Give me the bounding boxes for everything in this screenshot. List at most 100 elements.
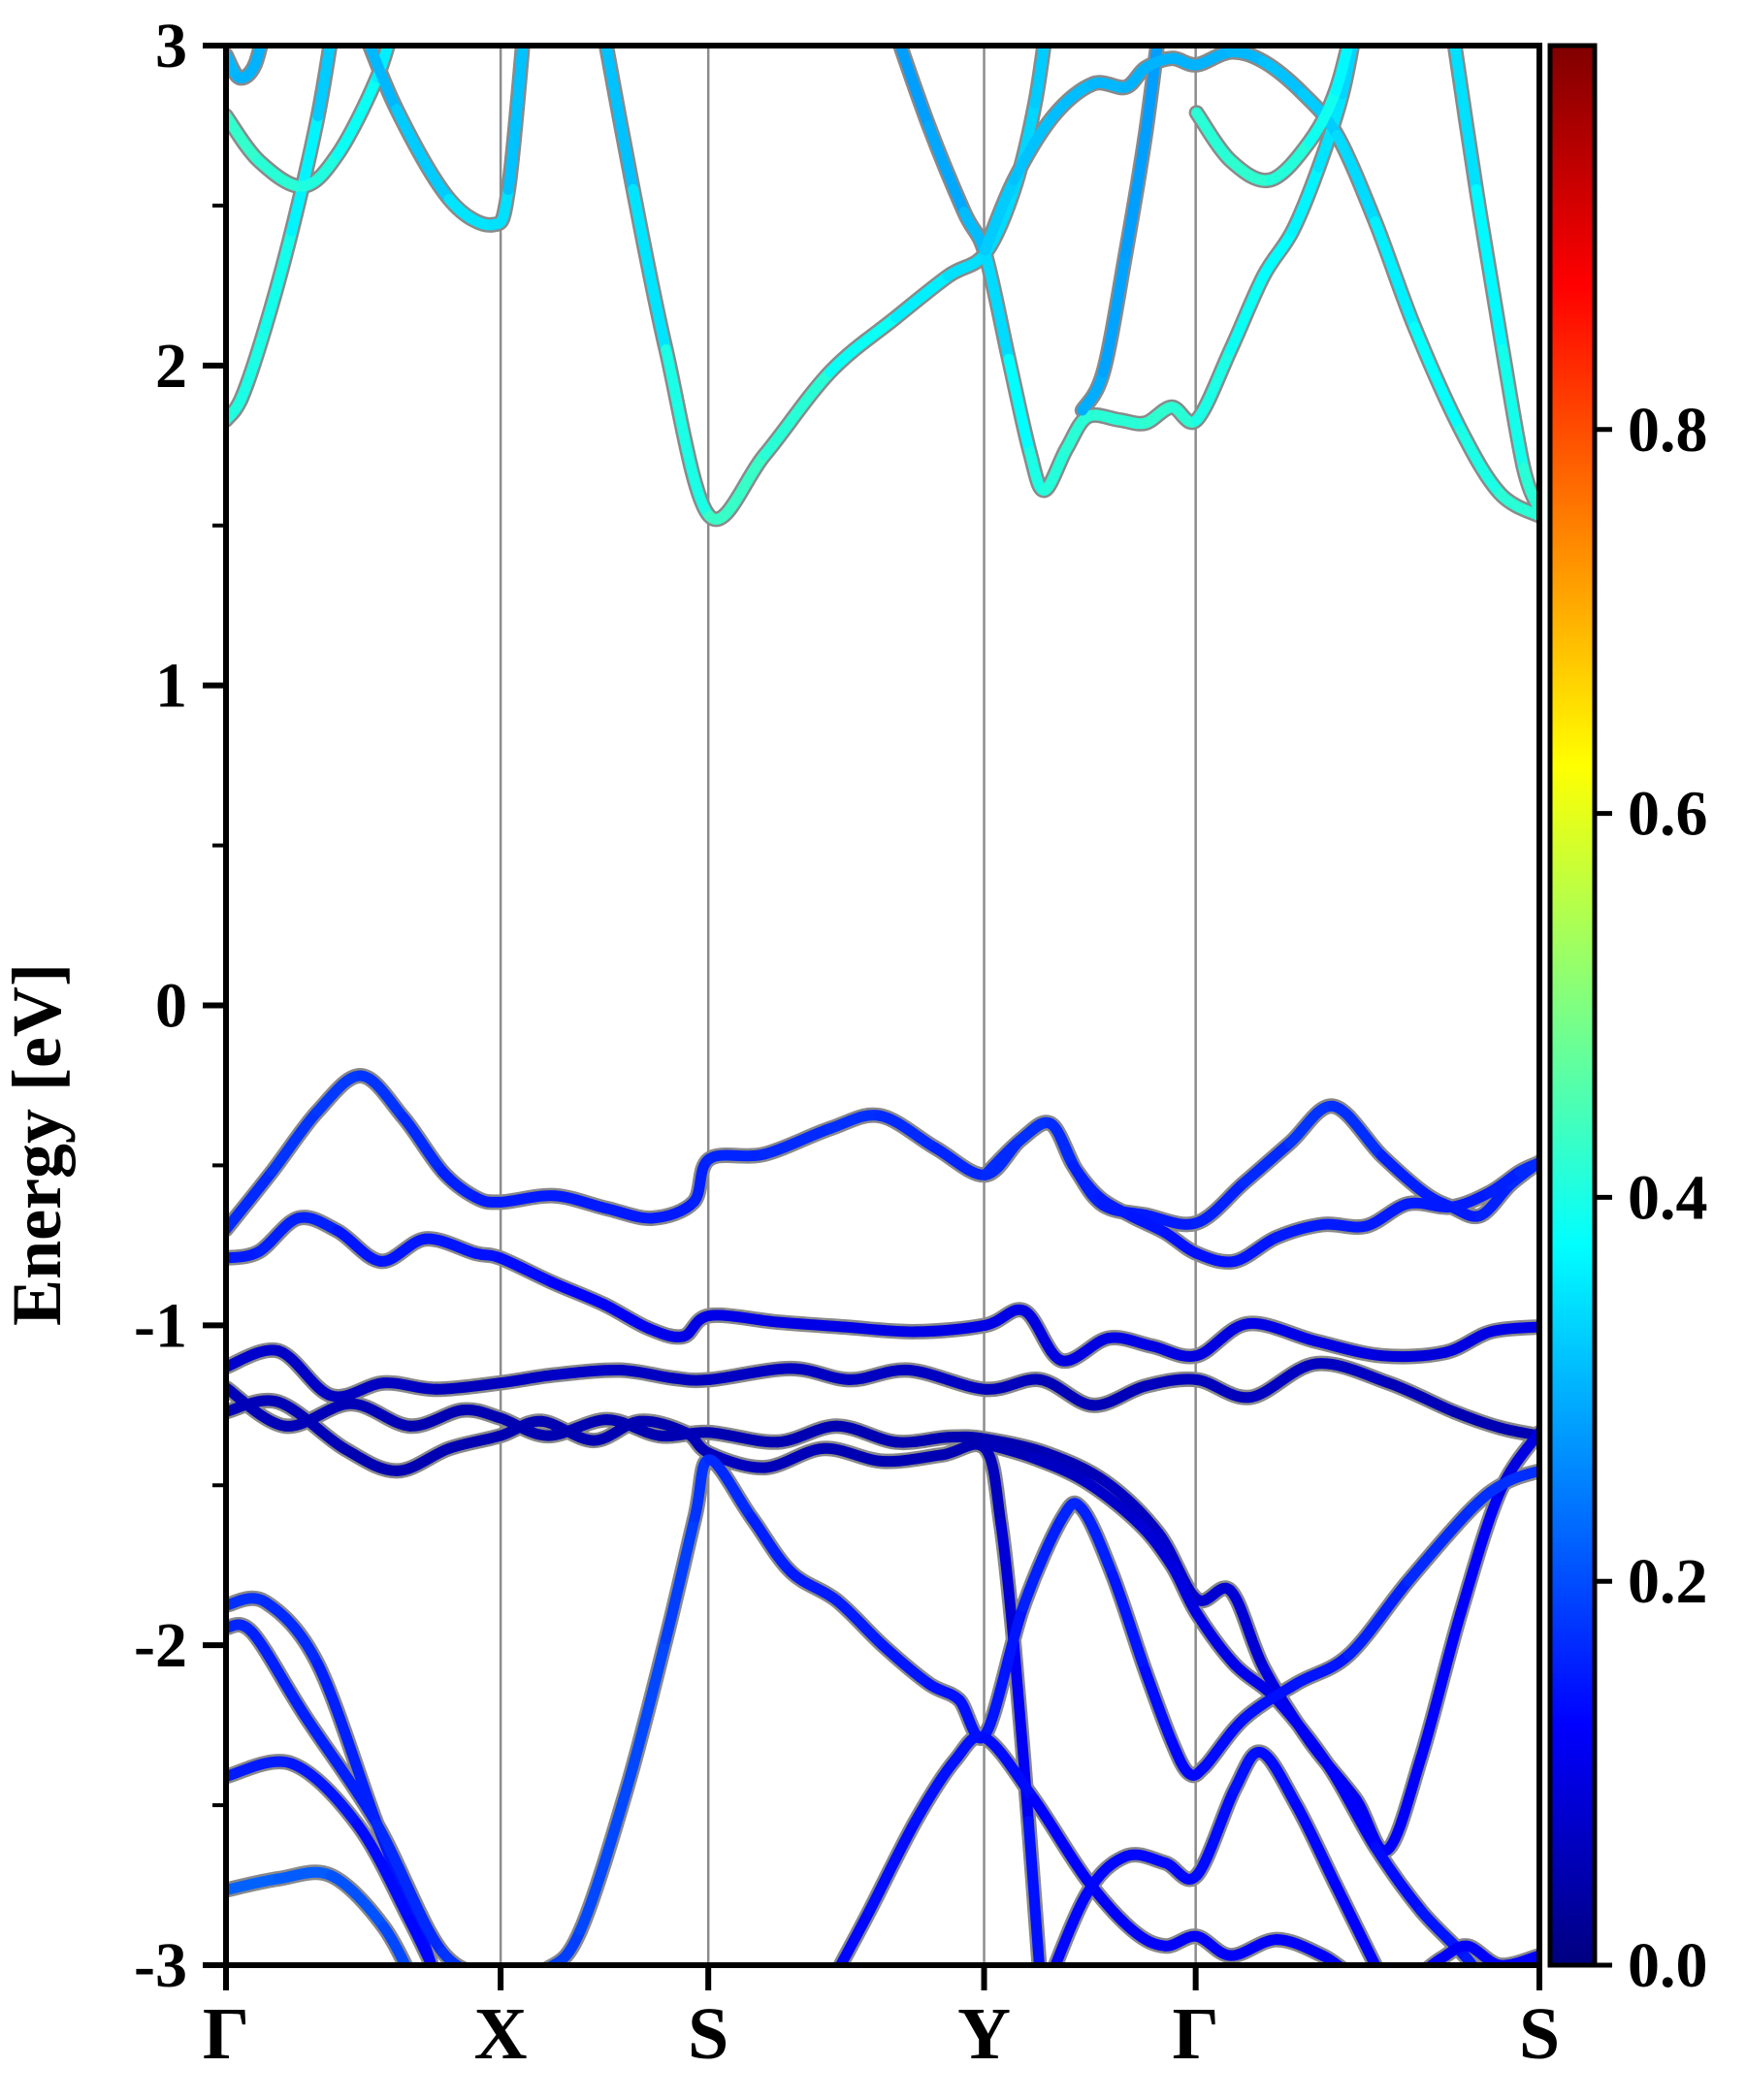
y-tick-label: -2: [134, 1610, 187, 1681]
band-line-deep-chain-riser-arch: [372, 1819, 448, 1958]
band-line-cond-Y-to-Send: [1191, 47, 1237, 71]
band-line-navy-band-1: [666, 1373, 715, 1386]
band-line-deep-chain-riser-arch: [1077, 1503, 1118, 1581]
band-line-val-second-band: [1018, 1305, 1067, 1367]
band-line-navy-band-1: [431, 1377, 506, 1395]
band-line-val-top-band-partner: [1403, 1197, 1457, 1213]
band-line-cond-gamma-dip: [332, 72, 383, 160]
band-line-cond-gamma-dip: [297, 148, 343, 192]
x-kpoint-label: Γ: [203, 1993, 249, 2075]
band-line-navy-band-1: [1310, 1358, 1394, 1389]
band-line-cond-Y-to-Send: [1455, 424, 1505, 500]
band-line-deep-bottom-arch-crawl: [1028, 1793, 1092, 1885]
colorbar-tick-label: 0.6: [1628, 779, 1708, 850]
band-line-navy-band-1: [1191, 1373, 1256, 1404]
band-line-cond-S-valley: [759, 366, 836, 461]
band-line-val-second-band: [772, 1316, 849, 1333]
band-line-val-top-band: [355, 1070, 409, 1123]
band-line-navy-band-4-to-bottom: [1370, 1841, 1427, 1917]
band-line-deep-twin-a: [226, 1593, 272, 1611]
band-line-navy-band-2-V-right: [943, 1431, 991, 1444]
band-line-cond-gamma-parabola: [286, 111, 324, 237]
band-line-cond-Y-to-Send: [1370, 215, 1420, 333]
band-line-deep-chain-riser-arch: [299, 1710, 383, 1830]
band-line-navy-band-2-V-right: [279, 1398, 357, 1432]
colorbar-tick-label: 0.2: [1628, 1546, 1708, 1617]
band-line-deep-right-w: [1229, 1747, 1267, 1795]
band-line-val-top-band: [1238, 1137, 1296, 1189]
y-tick-label: -3: [134, 1930, 187, 2001]
band-line-navy-band-1: [1245, 1358, 1322, 1404]
band-line-deep-bottom-arch-crawl: [910, 1755, 960, 1827]
colorbar-border: [1547, 43, 1598, 1968]
band-line-cond-Y-to-Send: [1297, 87, 1342, 141]
band-line-cond-X-notch: [502, 46, 529, 195]
band-line-val-top-band: [759, 1122, 836, 1160]
band-line-val-second-band: [1485, 1321, 1539, 1338]
band-line-deep-chain-riser-arch: [661, 1511, 700, 1645]
band-line-deep-chain-riser-arch: [1343, 1575, 1414, 1661]
y-tick-label: -1: [134, 1290, 187, 1361]
band-line-cond-flatband-riser: [1119, 129, 1151, 259]
band-line-navy-band-2-V-right: [772, 1420, 843, 1448]
band-line-deep-arc-b: [351, 1819, 416, 1926]
y-tick-label: 3: [155, 11, 187, 81]
band-line-deep-arc-light: [273, 1866, 337, 1885]
band-line-cond-S-valley: [1029, 46, 1050, 109]
band-line-cond-Y-to-Send: [1331, 129, 1381, 227]
band-line-navy-band-4-to-bottom: [1415, 1905, 1473, 1964]
band-line-navy-band-3-Y-diver: [980, 1442, 1007, 1530]
y-tick-label: 1: [155, 651, 187, 722]
colorbar-tick-label: 0.8: [1628, 395, 1708, 466]
band-line-deep-chain-riser-arch: [541, 1962, 553, 1965]
band-line-cond-gamma-parabola: [236, 321, 272, 404]
band-line-cond-flatband-riser: [1077, 366, 1109, 416]
band-line-navy-band-2-V-right: [1455, 1486, 1505, 1619]
band-line-deep-bottom-arch-crawl: [1317, 1950, 1347, 1965]
band-outline: [226, 1393, 1048, 1965]
band-line-deep-chain-riser-arch: [1107, 1569, 1151, 1677]
band-line-navy-band-2-V-right: [1041, 1447, 1112, 1488]
band-line-val-second-band: [1242, 1317, 1322, 1347]
band-line-cond-right-dip: [1225, 155, 1276, 186]
band-line-deep-chain-riser-arch: [877, 1639, 934, 1690]
band-line-deep-chain-riser-arch: [1140, 1665, 1178, 1747]
band-line-deep-chain-riser-arch: [1291, 1649, 1355, 1690]
y-axis-title: Energy [eV]: [0, 963, 76, 1326]
x-kpoint-label: S: [1519, 1993, 1560, 2075]
band-line-cond-S-valley: [890, 270, 954, 323]
band-line-deep-arc-b: [226, 1756, 298, 1782]
colorbar-gradient: [1550, 46, 1595, 1965]
colorbar: 0.0 0.2 0.4 0.6 0.8: [1547, 43, 1708, 2001]
band-line-val-top-band: [226, 1166, 277, 1235]
band-line-cond-S-valley: [703, 449, 770, 525]
band-line-deep-arc-light: [325, 1870, 389, 1932]
band-line-navy-band-2-V-right: [1100, 1476, 1164, 1539]
band-line-cond-right-V: [1449, 46, 1482, 195]
band-line-deep-right-w: [1050, 1889, 1092, 1965]
x-kpoint-label: S: [688, 1993, 728, 2075]
band-line-cond-right-V: [1471, 183, 1508, 355]
band-outlines: [226, 46, 1539, 1965]
band-line-navy-band-3-Y-diver: [1022, 1816, 1045, 1965]
band-line-deep-chain-riser-arch: [980, 1601, 1029, 1741]
band-line-deep-chain-riser-arch: [436, 1947, 469, 1965]
band-line-deep-chain-riser-arch: [1199, 1713, 1249, 1772]
band-line-deep-right-w: [1191, 1784, 1241, 1882]
band-line-deep-arc-light: [377, 1921, 411, 1965]
band-line-cond-gamma-parabola: [260, 225, 298, 333]
band-line-val-top-band: [1327, 1100, 1388, 1162]
band-line-deep-right-w: [1291, 1799, 1342, 1891]
band-line-cond-Y-valley-flat-hump: [1191, 343, 1237, 426]
band-line-val-second-band: [703, 1309, 784, 1328]
band-line-cond-S-valley: [628, 183, 672, 355]
band-line-cond-Y-valley-flat-hump: [980, 247, 1015, 365]
band-line-deep-chain-riser-arch: [746, 1511, 796, 1577]
band-line-val-top-band: [703, 1148, 770, 1165]
band-line-cond-Y-valley-flat-hump: [1286, 161, 1325, 237]
band-line-deep-bottom-arch-crawl: [834, 1959, 847, 1965]
band-line-navy-band-1: [1382, 1377, 1460, 1417]
